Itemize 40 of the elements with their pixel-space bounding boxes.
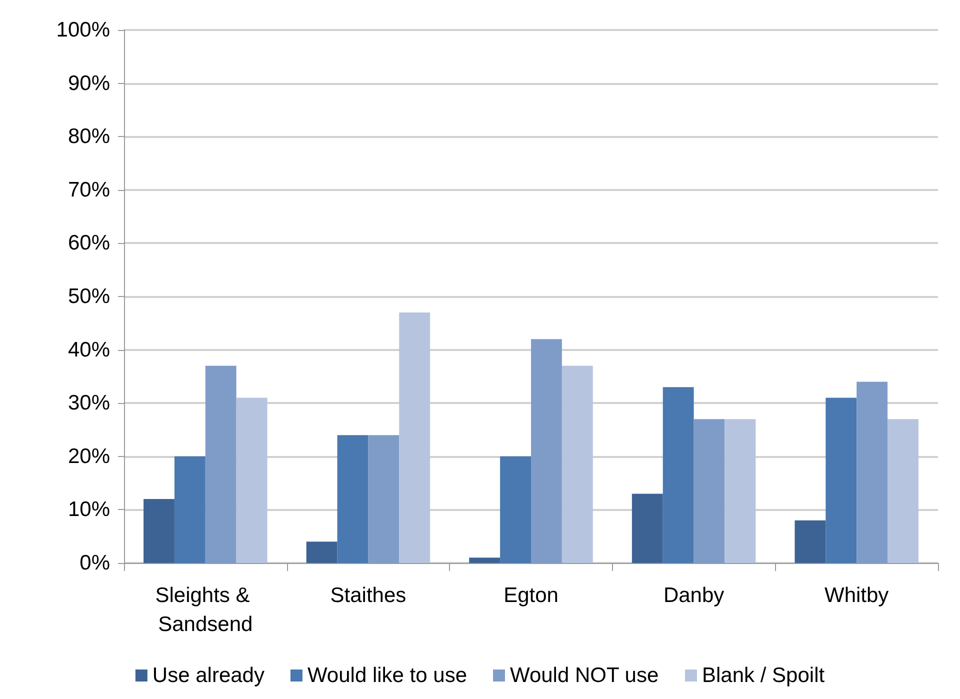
y-tick-label: 90% bbox=[68, 72, 110, 95]
bar bbox=[399, 312, 430, 563]
bar bbox=[144, 499, 174, 563]
y-tick-label: 60% bbox=[68, 232, 110, 255]
y-tick-label: 20% bbox=[68, 444, 110, 468]
y-tick-label: 80% bbox=[68, 125, 110, 148]
bar bbox=[306, 542, 338, 563]
bar bbox=[694, 419, 725, 563]
y-tick-label: 10% bbox=[68, 498, 110, 522]
bar bbox=[826, 398, 857, 563]
x-tick-label: Whitby bbox=[824, 584, 890, 607]
x-tick-label: Egton bbox=[504, 584, 558, 607]
x-tick-label: Danby bbox=[663, 584, 725, 607]
bar bbox=[562, 366, 593, 563]
bar bbox=[632, 494, 663, 563]
legend-label: Use already bbox=[152, 664, 265, 687]
x-tick-label: Sleights & Sandsend bbox=[155, 584, 256, 636]
y-tick-label: 100% bbox=[56, 18, 110, 42]
bar bbox=[500, 456, 531, 563]
legend-label: Would NOT use bbox=[510, 664, 659, 687]
bar bbox=[337, 435, 368, 563]
y-tick-label: 30% bbox=[68, 392, 110, 415]
bar bbox=[888, 419, 918, 563]
bar bbox=[724, 419, 756, 563]
y-tick-label: 50% bbox=[68, 285, 110, 308]
bar bbox=[368, 435, 400, 563]
legend-label: Would like to use bbox=[307, 664, 468, 687]
legend-label: Blank / Spoilt bbox=[702, 664, 825, 687]
bar bbox=[205, 366, 236, 563]
x-tick-label: Staithes bbox=[330, 584, 406, 607]
bar bbox=[856, 382, 888, 563]
y-tick-label: 40% bbox=[68, 338, 110, 362]
bar bbox=[174, 456, 206, 563]
y-tick-label: 0% bbox=[80, 552, 110, 574]
bar bbox=[531, 339, 562, 563]
bar bbox=[469, 558, 500, 563]
bar bbox=[794, 520, 826, 563]
y-tick-label: 70% bbox=[68, 178, 110, 202]
bar bbox=[662, 387, 694, 563]
bar bbox=[236, 398, 268, 563]
